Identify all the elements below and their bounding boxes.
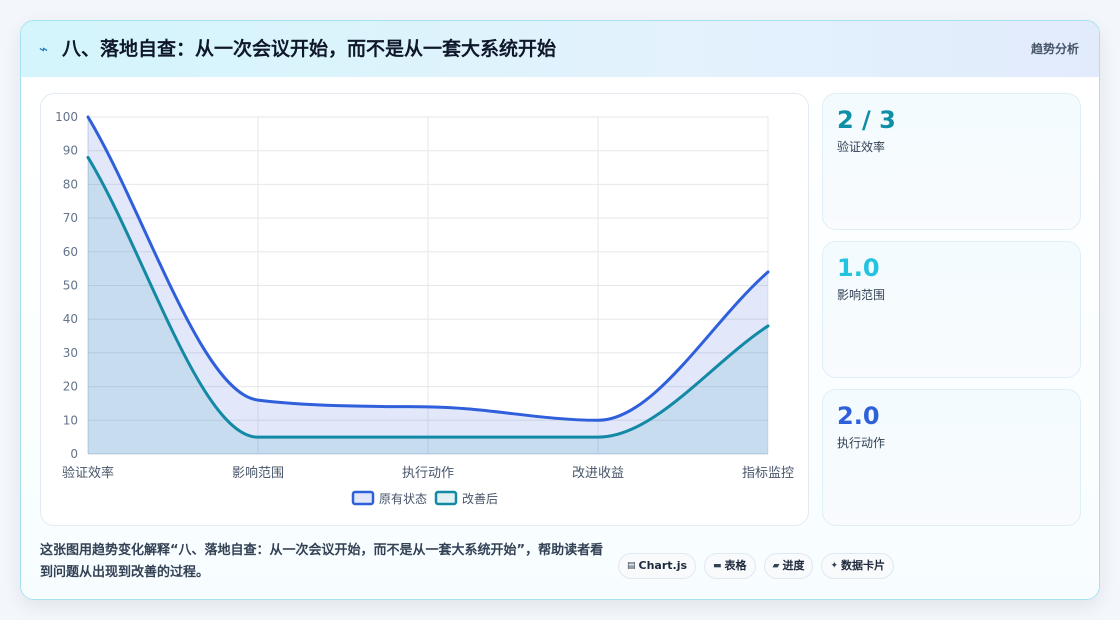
table-icon: ▬ (713, 554, 722, 578)
y-tick-label: 80 (63, 177, 78, 191)
progress-icon: ▰ (773, 554, 780, 578)
pill-chartjs[interactable]: ▤ Chart.js (618, 553, 696, 579)
stat-label: 验证效率 (837, 138, 885, 156)
chart-panel: 0 10 20 30 40 50 60 70 80 90 100 验证效率 影响范围 执行动作 改进收益 指标… (40, 93, 809, 526)
chart-icon: ▤ (627, 554, 636, 578)
area-chart: 0 10 20 30 40 50 60 70 80 90 100 验证效率 影响范围 执行动作 改进收益 指标… (41, 94, 810, 527)
lightning-icon: ⌁ (39, 39, 57, 59)
y-tick-label: 70 (63, 211, 78, 225)
y-tick-label: 0 (70, 447, 78, 461)
x-tick-label: 指标监控 (742, 466, 794, 481)
stat-value: 2 / 3 (837, 104, 896, 136)
pill-label: Chart.js (639, 554, 688, 578)
pill-progress[interactable]: ▰ 进度 (764, 553, 814, 579)
pill-label: 表格 (725, 554, 747, 578)
stat-label: 影响范围 (837, 286, 885, 304)
y-tick-label: 60 (63, 245, 78, 259)
stat-card-impact-scope: 1.0 影响范围 (822, 241, 1081, 378)
tag-pills: ▤ Chart.js ▬ 表格 ▰ 进度 ✦ 数据卡片 (618, 553, 894, 581)
stat-label: 执行动作 (837, 434, 885, 452)
chart-card: ⌁ 八、落地自查：从一次会议开始，而不是从一套大系统开始 趋势分析 0 10 20 3… (20, 20, 1100, 600)
y-tick-label: 20 (63, 380, 78, 394)
y-tick-label: 10 (63, 413, 78, 427)
stat-card-verification-efficiency: 2 / 3 验证效率 (822, 93, 1081, 230)
trend-analysis-tag: 趋势分析 (1031, 39, 1079, 59)
stat-card-execution-actions: 2.0 执行动作 (822, 389, 1081, 526)
sparkle-icon: ✦ (830, 554, 838, 578)
y-tick-label: 40 (63, 312, 78, 326)
page-title: 八、落地自查：从一次会议开始，而不是从一套大系统开始 (62, 35, 556, 63)
chart-caption: 这张图用趋势变化解释“八、落地自查：从一次会议开始，而不是从一套大系统开始”，帮… (40, 540, 610, 584)
legend-label: 改善后 (462, 491, 498, 506)
y-tick-label: 90 (63, 144, 78, 158)
legend-swatch (353, 492, 373, 504)
pill-label: 进度 (782, 554, 804, 578)
x-tick-label: 执行动作 (402, 466, 454, 481)
y-tick-label: 30 (63, 346, 78, 360)
card-header: ⌁ 八、落地自查：从一次会议开始，而不是从一套大系统开始 趋势分析 (21, 21, 1099, 77)
legend-swatch (436, 492, 456, 504)
x-tick-label: 验证效率 (62, 465, 114, 481)
legend-label: 原有状态 (379, 492, 427, 506)
pill-label: 数据卡片 (841, 554, 885, 578)
stat-value: 2.0 (837, 400, 880, 432)
stat-value: 1.0 (837, 252, 880, 284)
pill-table[interactable]: ▬ 表格 (704, 553, 756, 579)
y-tick-label: 50 (63, 279, 78, 293)
x-tick-label: 影响范围 (232, 465, 284, 481)
y-tick-label: 100 (55, 110, 78, 124)
pill-data-cards[interactable]: ✦ 数据卡片 (821, 553, 894, 579)
x-tick-label: 改进收益 (572, 466, 624, 481)
